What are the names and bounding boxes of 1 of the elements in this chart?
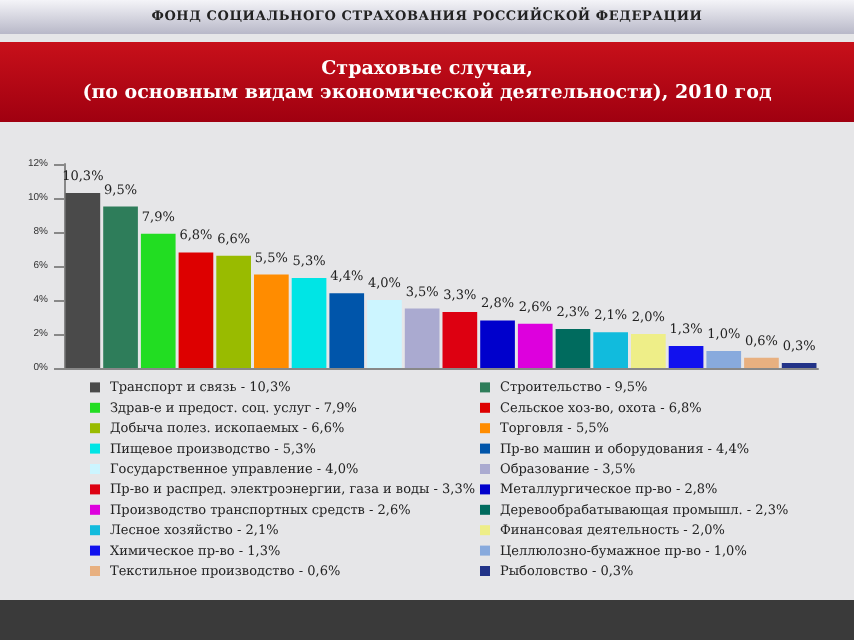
chart-title: Страховые случаи, (по основным видам экономической деятельности), 2010 год — [0, 42, 854, 122]
